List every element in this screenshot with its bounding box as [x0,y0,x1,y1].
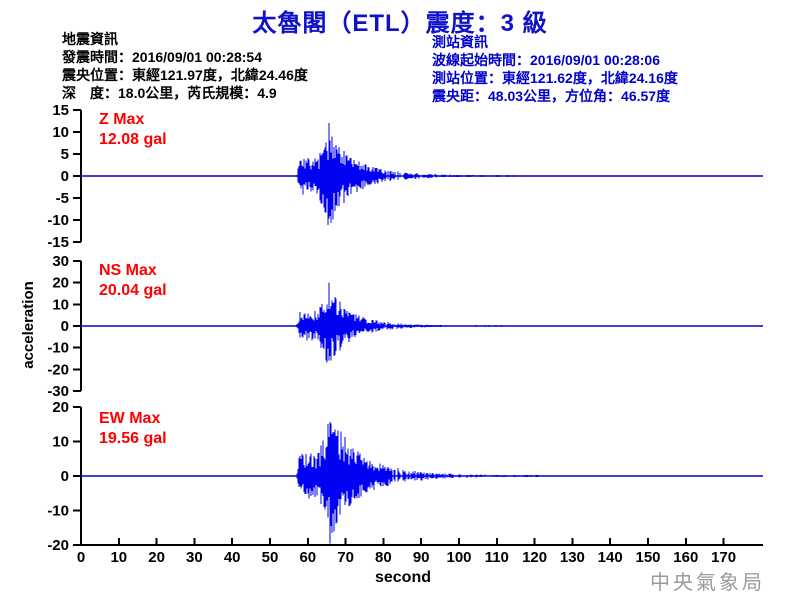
y-tick-label: 10 [52,296,69,313]
ew-max-value: 19.56 gal [99,430,167,447]
ew-max-label: EW Max 19.56 gal [99,409,167,449]
y-tick-label: 20 [52,399,69,416]
y-tick-label: 15 [52,102,69,119]
z-max-label: Z Max 12.08 gal [99,110,167,150]
x-tick-label: 130 [560,549,585,566]
y-tick-label: -20 [47,361,69,378]
waveform-trace-EW [296,422,539,544]
y-axis-title: acceleration [20,281,37,369]
ew-max-title: EW Max [99,410,161,427]
event-epicenter: 震央位置：東經121.97度，北緯24.46度 [62,67,308,83]
x-tick-label: 80 [375,549,392,566]
z-max-value: 12.08 gal [99,131,167,148]
x-tick-label: 20 [148,549,165,566]
event-info-heading: 地震資訊 [62,31,118,47]
y-axis-NS: -30 -20 -10 0 10 20 30 [47,253,82,400]
y-tick-label: 10 [52,124,69,141]
y-tick-label: 30 [52,253,69,270]
y-axis-EW: -20 -10 0 10 20 [47,399,82,554]
panel-EW: -20 -10 0 10 20 [47,399,763,554]
y-tick-label: 0 [61,318,69,335]
x-tick-label: 120 [522,549,547,566]
station-wave-start-time: 波線起始時間：2016/09/01 00:28:06 [432,52,660,68]
y-tick-label: -10 [47,503,69,520]
y-tick-label: 10 [52,434,69,451]
y-tick-label: -15 [47,234,69,251]
y-tick-label: -20 [47,537,69,554]
x-tick-label: 90 [413,549,430,566]
waveform-trace-Z [296,122,515,226]
station-info-panel: 測站資訊 波線起始時間：2016/09/01 00:28:06 測站位置：東經1… [432,33,678,105]
x-tick-label: 160 [673,549,698,566]
x-tick-label: 60 [299,549,316,566]
x-tick-label: 150 [635,549,660,566]
x-axis: 0 10 20 30 40 50 60 70 80 90 100 110 120 130 140 150 160… [77,538,763,566]
x-axis-title: second [374,569,431,586]
x-tick-label: 40 [224,549,241,566]
z-max-title: Z Max [99,111,145,128]
agency-watermark: 中央氣象局 [650,570,765,594]
y-axis-Z: -15 -10 -5 0 5 10 15 [47,102,82,251]
x-tick-label: 70 [337,549,354,566]
ns-max-title: NS Max [99,262,157,279]
panel-Z: -15 -10 -5 0 5 10 15 [47,102,763,251]
y-tick-label: 0 [61,168,69,185]
x-tick-label: 0 [77,549,85,566]
ns-max-value: 20.04 gal [99,282,167,299]
y-tick-label: -10 [47,340,69,357]
x-tick-label: 170 [711,549,736,566]
event-info-panel: 地震資訊 發震時間：2016/09/01 00:28:54 震央位置：東經121… [62,30,308,102]
event-depth-magnitude: 深 度：18.0公里，芮氏規模：4.9 [62,85,277,101]
x-tick-label: 10 [110,549,127,566]
x-tick-label: 30 [186,549,203,566]
x-tick-label: 140 [598,549,623,566]
station-location: 測站位置：東經121.62度，北緯24.16度 [432,70,678,86]
station-info-heading: 測站資訊 [432,34,488,50]
station-distance-azimuth: 震央距：48.03公里，方位角：46.57度 [432,88,671,104]
x-tick-label: 100 [446,549,471,566]
y-tick-label: 0 [61,468,69,485]
y-tick-label: 5 [61,146,69,163]
y-tick-label: -30 [47,383,69,400]
y-tick-label: -10 [47,212,69,229]
panel-NS: -30 -20 -10 0 10 20 30 [47,253,763,400]
waveform-trace-NS [296,282,502,363]
page-title: 太魯閣（ETL）震度：3 級 [252,10,548,37]
y-tick-label: -5 [56,190,69,207]
x-tick-label: 50 [262,549,279,566]
ns-max-label: NS Max 20.04 gal [99,261,167,301]
event-origin-time: 發震時間：2016/09/01 00:28:54 [62,49,262,65]
y-tick-label: 20 [52,275,69,292]
x-tick-label: 110 [485,549,509,566]
